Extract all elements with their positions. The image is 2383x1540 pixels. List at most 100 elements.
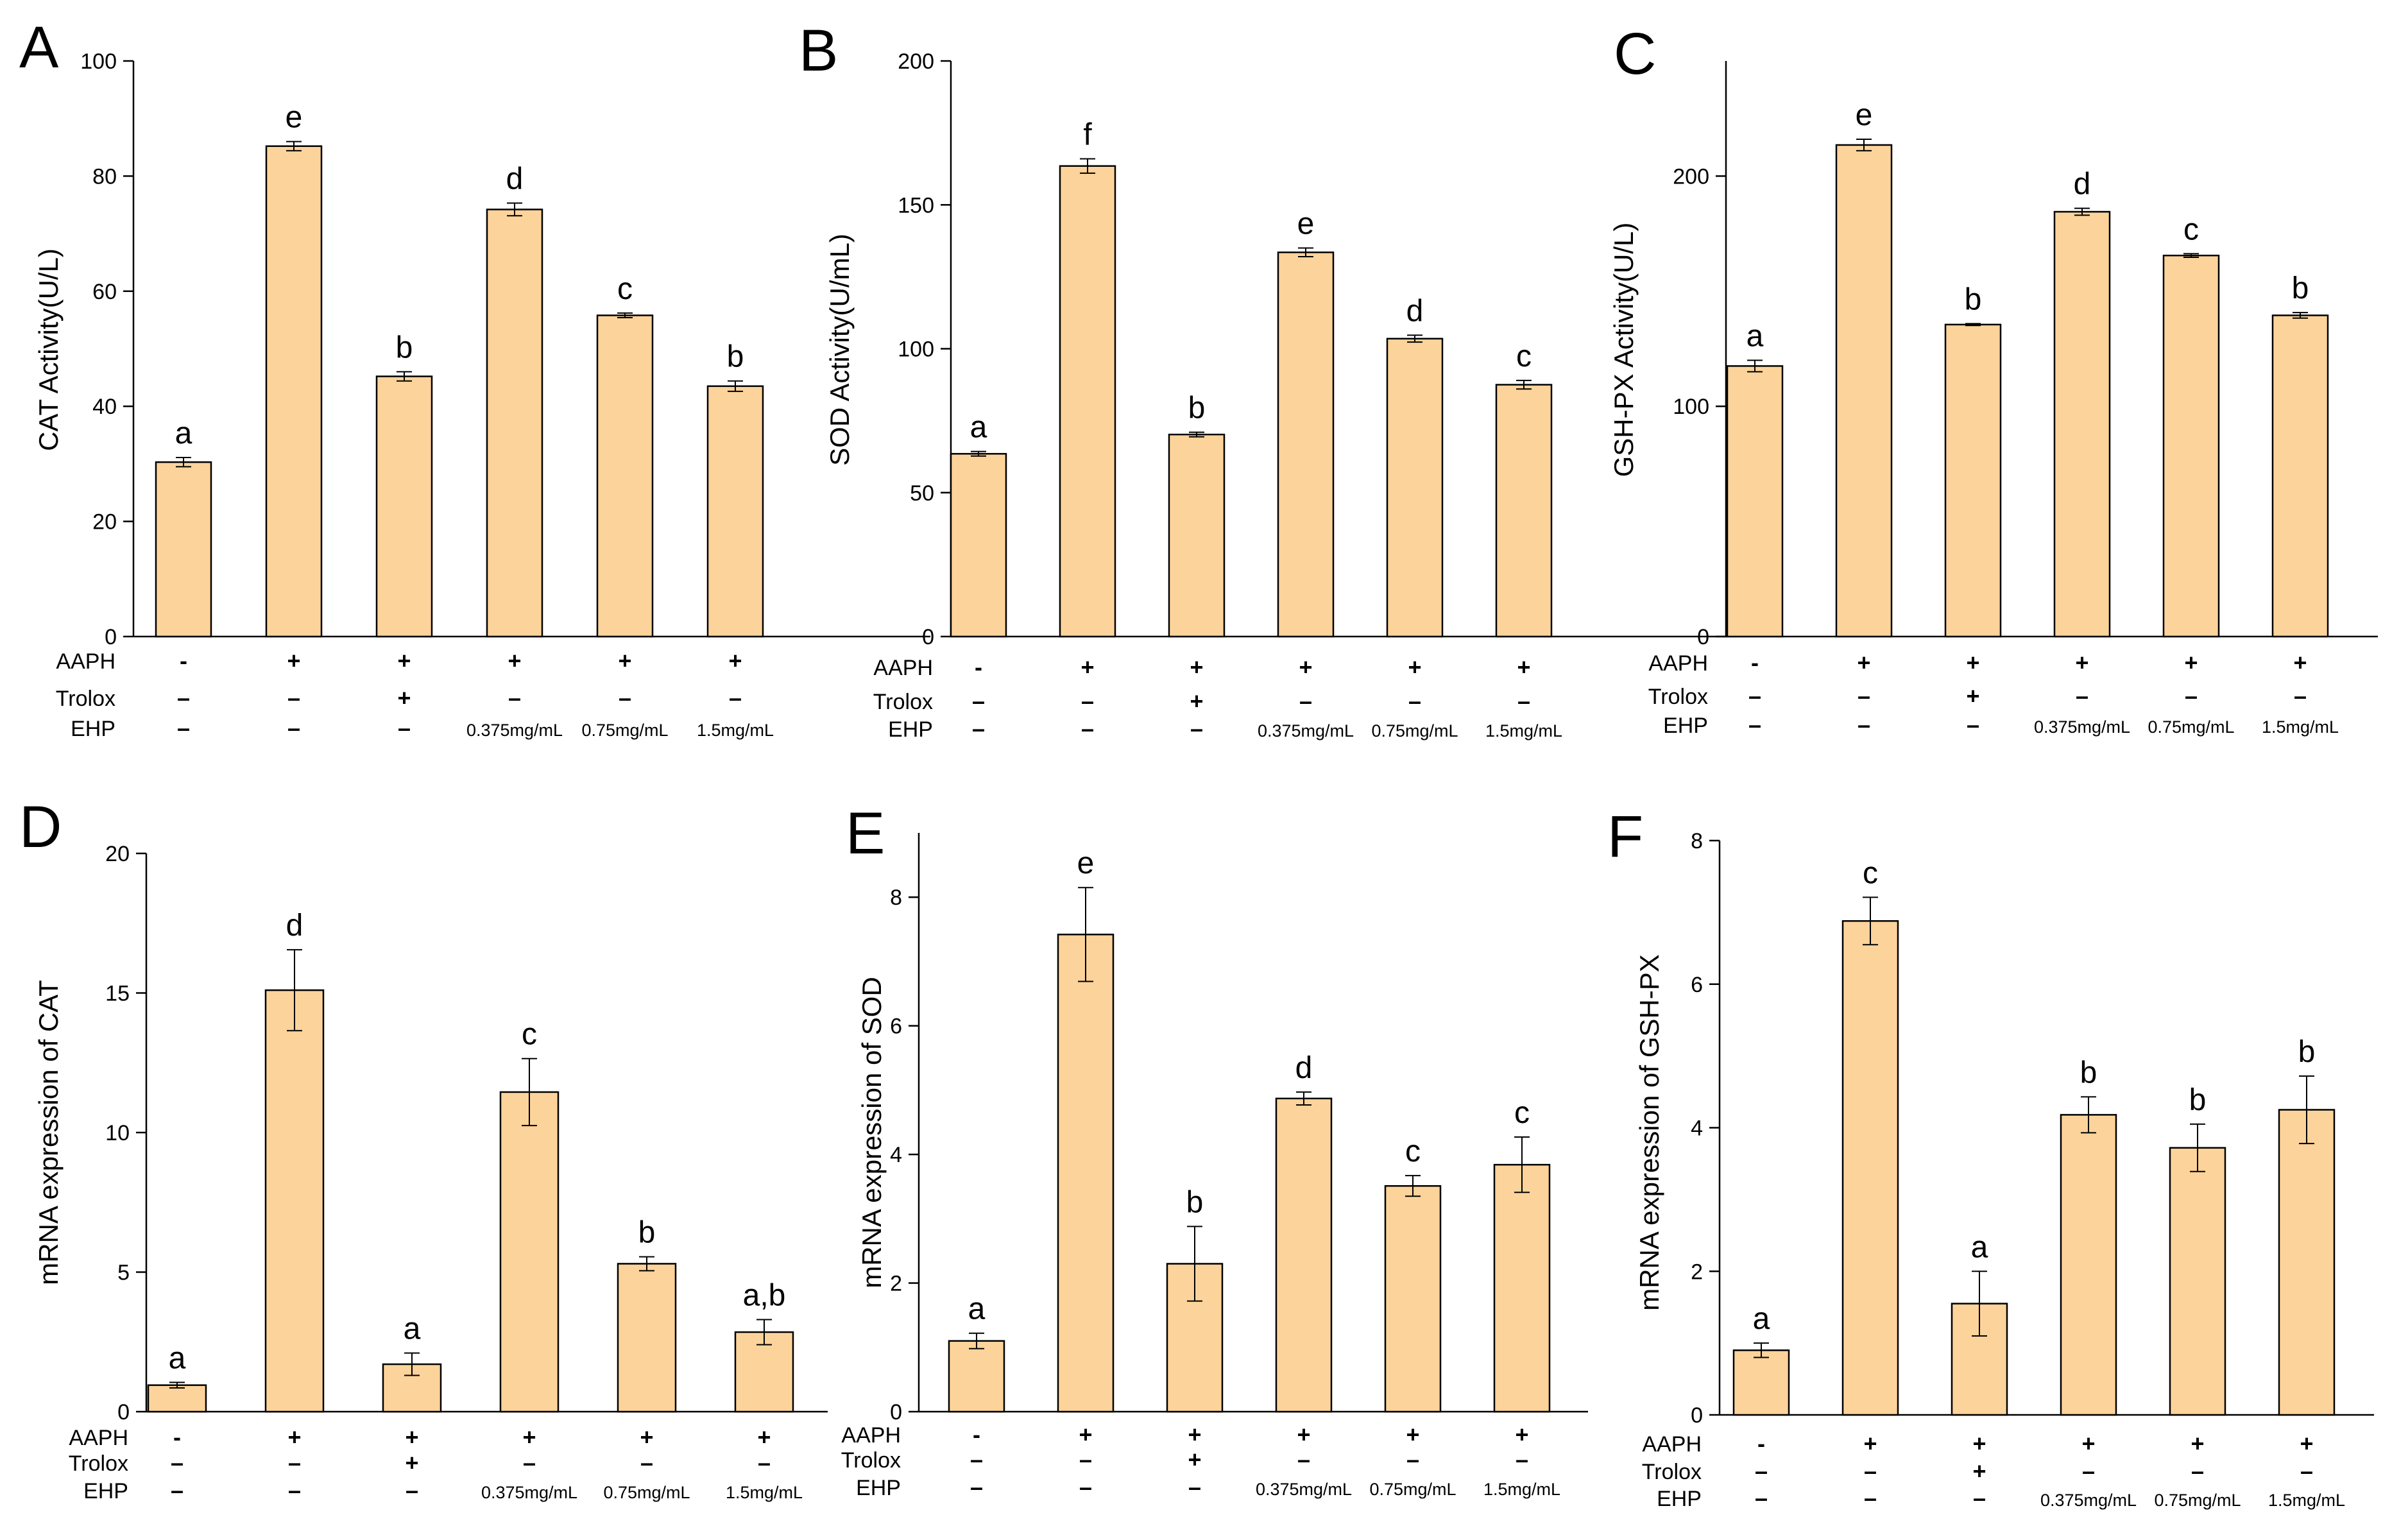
condition-cell: –: [972, 688, 985, 714]
condition-cell: -: [1751, 649, 1759, 676]
significance-letter: c: [1405, 1134, 1421, 1168]
significance-letter: a: [970, 411, 987, 445]
condition-cell: –: [1864, 1458, 1877, 1484]
condition-row-label: EHP: [83, 1479, 128, 1503]
significance-letter: e: [1297, 207, 1315, 241]
condition-cell: –: [2294, 683, 2307, 709]
significance-letter: d: [1406, 294, 1424, 328]
bar: [2162, 254, 2220, 638]
condition-cell: –: [1858, 683, 1870, 709]
bar: [2060, 1114, 2117, 1416]
condition-row-label: Trolox: [841, 1448, 901, 1473]
condition-cell: –: [171, 1477, 184, 1503]
condition-cell: –: [1973, 1485, 1986, 1511]
y-tick-label: 0: [1691, 1403, 1703, 1428]
condition-cell: –: [970, 1446, 983, 1473]
y-axis-label: GSH-PX Activity(U/L): [1609, 223, 1639, 477]
y-tick-label: 60: [92, 280, 117, 304]
condition-cell: –: [1748, 683, 1761, 709]
significance-letter: b: [1188, 391, 1206, 425]
condition-row-label: AAPH: [841, 1423, 901, 1448]
condition-row-label: Trolox: [56, 687, 115, 711]
significance-letter: a: [169, 1341, 186, 1375]
condition-row-label: AAPH: [873, 656, 933, 680]
condition-cell: –: [619, 685, 631, 711]
condition-row-label: EHP: [71, 717, 115, 741]
condition-cell: –: [2082, 1458, 2095, 1484]
condition-cell: 0.375mg/mL: [481, 1483, 577, 1502]
condition-cell: –: [972, 715, 985, 742]
condition-cell: –: [1079, 1446, 1092, 1473]
condition-cell: +: [397, 685, 411, 711]
condition-cell: 1.5mg/mL: [2262, 717, 2339, 737]
condition-cell: 0.75mg/mL: [1369, 1480, 1456, 1499]
y-tick-label: 100: [1673, 395, 1709, 419]
condition-cell: –: [729, 685, 742, 711]
y-tick-label: 2: [1691, 1260, 1703, 1284]
bar: [1726, 365, 1784, 638]
condition-cell: –: [1517, 688, 1530, 714]
panel-letter: D: [19, 794, 62, 860]
y-tick-label: 8: [1691, 829, 1703, 853]
y-tick-label: 10: [105, 1121, 130, 1145]
condition-row-label: EHP: [1657, 1487, 1702, 1511]
condition-cell: 1.5mg/mL: [726, 1483, 803, 1502]
condition-cell: +: [1517, 654, 1530, 680]
bar: [1277, 252, 1335, 638]
significance-letter: d: [2074, 167, 2091, 201]
bar: [1275, 1097, 1333, 1413]
bar: [264, 989, 325, 1413]
condition-cell: –: [1748, 712, 1761, 738]
bar: [155, 461, 212, 638]
condition-cell: 0.75mg/mL: [2148, 717, 2234, 737]
bar: [499, 1091, 559, 1413]
y-tick-label: 8: [890, 886, 902, 910]
bar: [375, 375, 433, 638]
significance-letter: c: [617, 272, 633, 306]
y-tick-label: 80: [92, 164, 117, 189]
condition-cell: 1.5mg/mL: [697, 721, 774, 740]
condition-cell: –: [288, 1477, 301, 1503]
condition-cell: +: [2293, 649, 2307, 676]
y-tick-label: 15: [105, 982, 130, 1006]
y-tick-label: 0: [105, 625, 117, 649]
condition-row-label: Trolox: [69, 1451, 128, 1476]
bar: [1384, 1185, 1442, 1413]
significance-letter: c: [2183, 212, 2199, 246]
condition-cell: 0.75mg/mL: [2154, 1491, 2241, 1510]
condition-cell: 1.5mg/mL: [1483, 1480, 1560, 1499]
panel-letter: B: [799, 18, 838, 83]
y-tick-label: 150: [898, 193, 934, 218]
significance-letter: b: [638, 1216, 656, 1250]
bar: [617, 1263, 677, 1413]
bar: [2053, 210, 2111, 638]
condition-cell: 0.375mg/mL: [2040, 1491, 2137, 1510]
condition-cell: –: [2076, 683, 2088, 709]
condition-cell: –: [1297, 1446, 1310, 1473]
condition-cell: –: [1188, 1474, 1201, 1500]
bar: [1841, 920, 1899, 1416]
y-tick-label: 4: [1691, 1116, 1703, 1141]
condition-cell: –: [1079, 1474, 1092, 1500]
condition-row-label: EHP: [856, 1476, 901, 1500]
condition-cell: –: [1864, 1485, 1877, 1511]
condition-cell: –: [758, 1450, 771, 1476]
y-tick-label: 200: [1673, 164, 1709, 189]
y-tick-label: 6: [890, 1014, 902, 1039]
condition-cell: +: [2081, 1430, 2095, 1457]
significance-letter: b: [2189, 1083, 2207, 1117]
condition-cell: +: [2075, 649, 2088, 676]
condition-cell: –: [1858, 712, 1870, 738]
y-axis-label: mRNA expression of SOD: [857, 977, 887, 1288]
condition-cell: +: [405, 1450, 418, 1476]
panel-letter: C: [1614, 21, 1656, 87]
condition-cell: –: [288, 1450, 301, 1476]
significance-letter: d: [506, 162, 524, 196]
condition-row-label: AAPH: [69, 1426, 128, 1450]
condition-cell: –: [406, 1477, 418, 1503]
y-tick-label: 20: [105, 842, 130, 866]
condition-cell: –: [287, 715, 300, 741]
panel-letter: E: [846, 801, 885, 866]
significance-letter: a: [1747, 319, 1764, 353]
